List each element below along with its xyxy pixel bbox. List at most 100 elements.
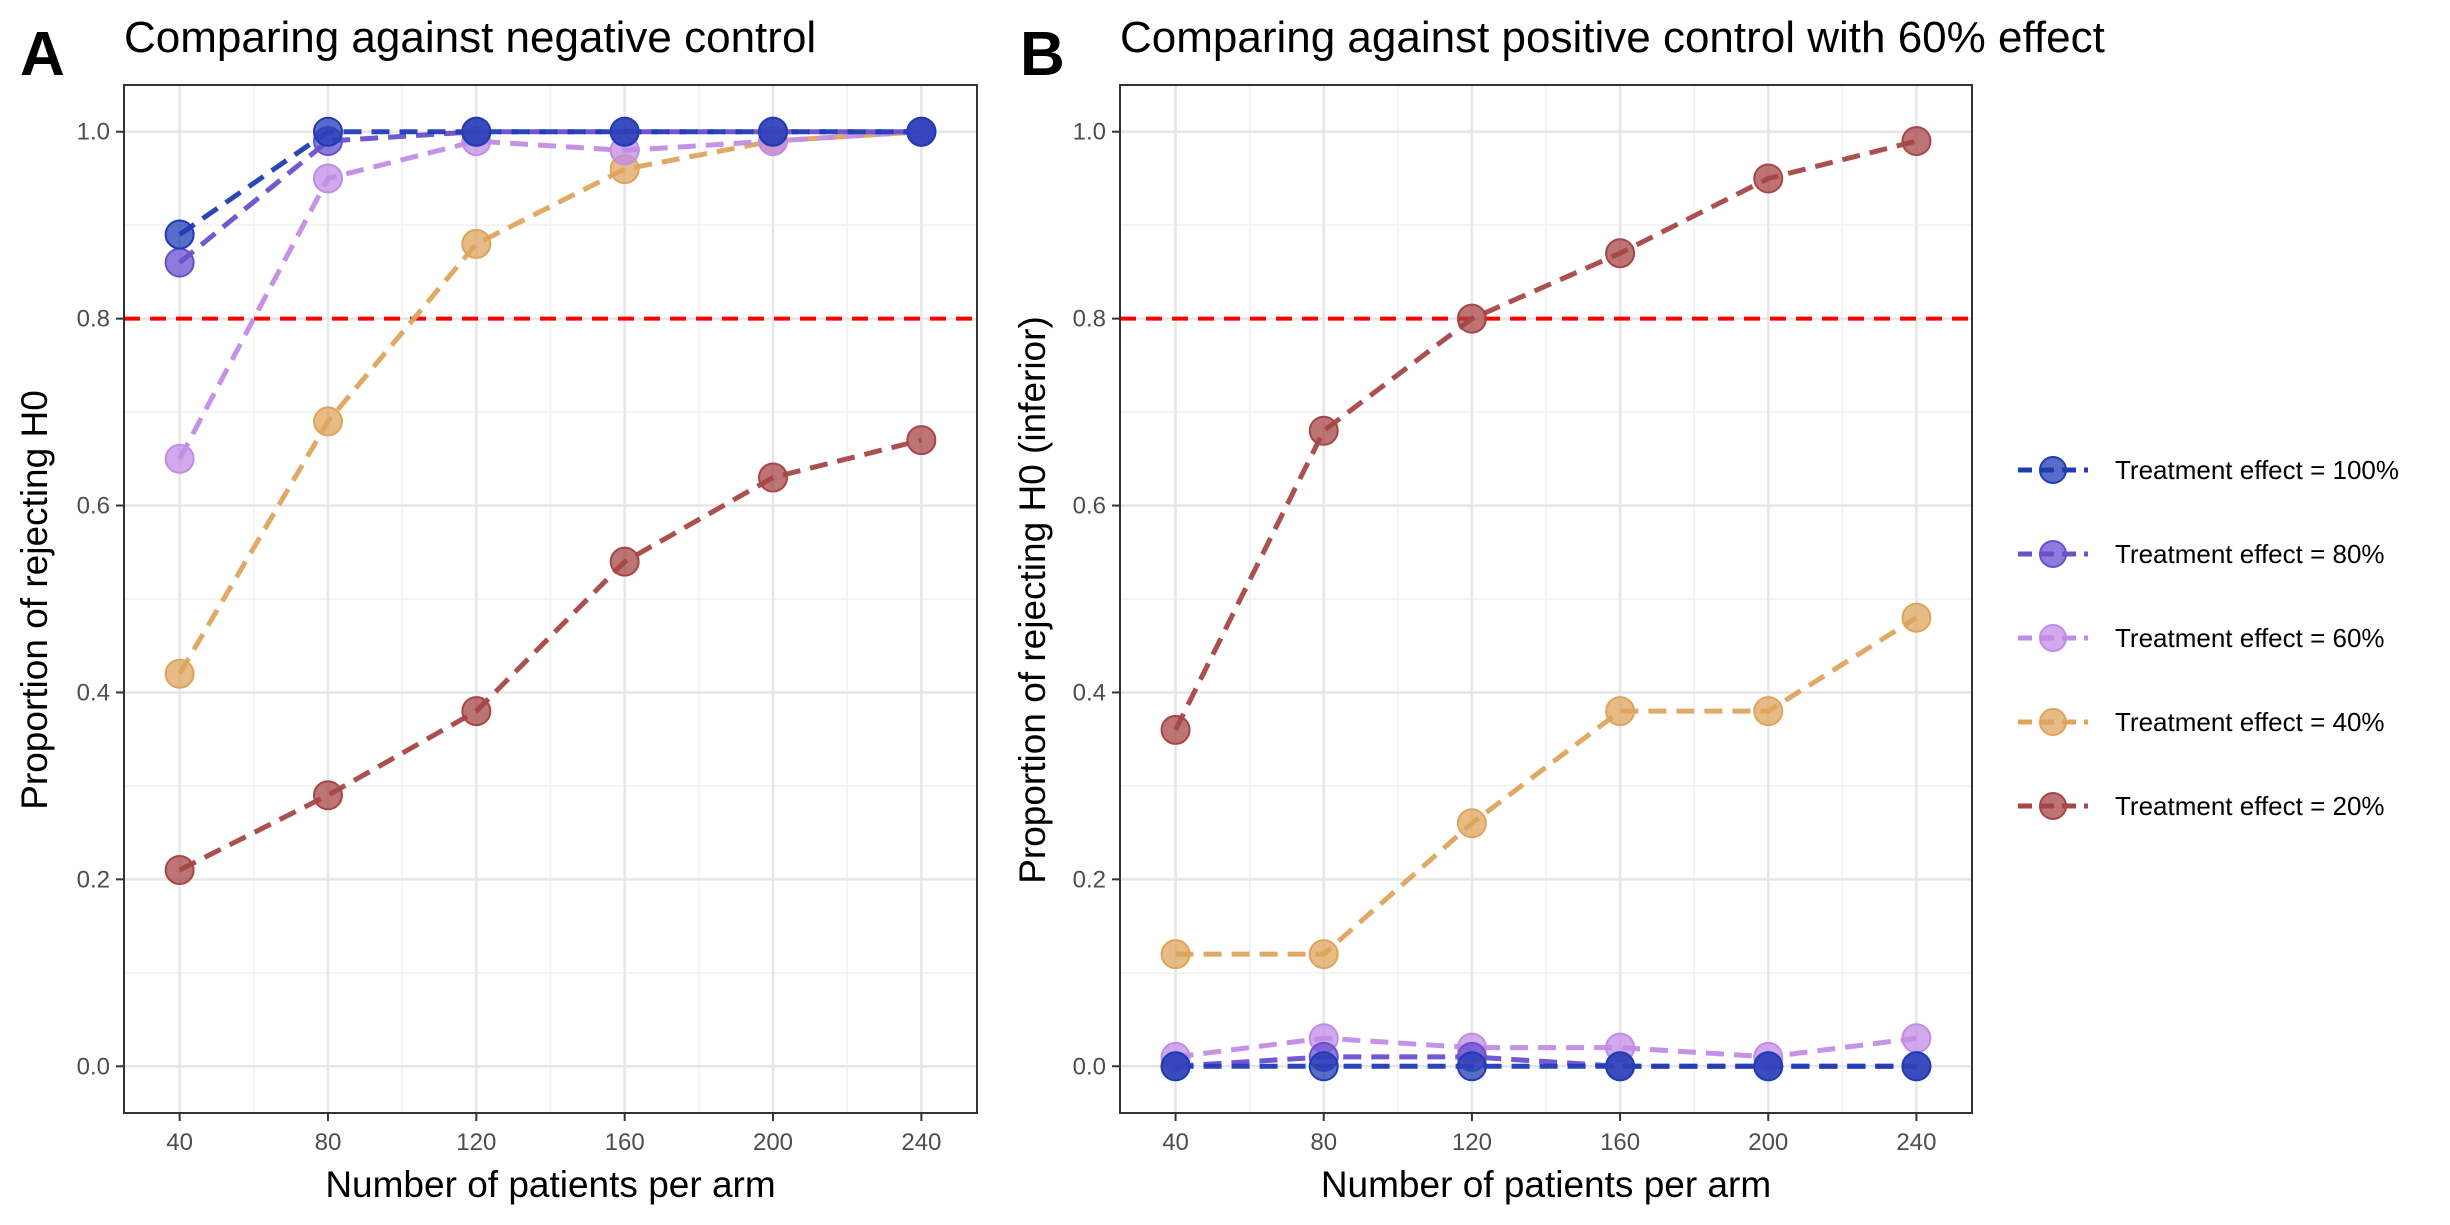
data-point [312, 163, 343, 194]
x-tick-label: 80 [1310, 1129, 1337, 1156]
panel-a-series [164, 116, 937, 886]
legend-item: Treatment effect = 40% [2018, 707, 2385, 737]
panel-b-x-ticks: 40 80 120 160 200 240 [1162, 1113, 1936, 1156]
panel-a-grid [124, 85, 977, 1113]
legend-label: Treatment effect = 80% [2115, 539, 2385, 569]
series-line [1175, 615, 1918, 957]
y-tick-label: 0.0 [1073, 1053, 1106, 1080]
panel-a-x-axis-title: Number of patients per arm [325, 1164, 775, 1205]
legend-marker [2039, 624, 2067, 652]
series-line [1175, 1035, 1917, 1060]
legend-label: Treatment effect = 100% [2115, 455, 2399, 485]
panel-b-title: Comparing against positive control with … [1120, 13, 2105, 62]
x-tick-label: 200 [1748, 1129, 1788, 1156]
series-line [178, 129, 922, 237]
series-line [1173, 138, 1918, 731]
y-tick-label: 0.6 [77, 493, 110, 520]
y-tick-label: 0.8 [77, 306, 110, 333]
legend-item: Treatment effect = 80% [2018, 539, 2385, 569]
data-point [1308, 939, 1339, 970]
x-tick-label: 160 [1600, 1129, 1640, 1156]
panel-a-x-ticks: 40 80 120 160 200 240 [166, 1113, 941, 1156]
data-point [461, 228, 492, 259]
x-tick-label: 40 [166, 1129, 193, 1156]
data-point [312, 406, 343, 437]
panel-b-series [1160, 126, 1932, 1082]
data-point [1308, 1051, 1339, 1082]
legend-label: Treatment effect = 40% [2115, 707, 2385, 737]
data-point [906, 425, 937, 456]
legend-marker [2039, 540, 2067, 568]
panel-b-frame [1119, 84, 1973, 1114]
legend-item: Treatment effect = 100% [2018, 455, 2399, 485]
data-point [1605, 696, 1636, 727]
data-point [164, 855, 195, 886]
data-point [1605, 1051, 1636, 1082]
panel-a-frame [123, 84, 978, 1114]
y-tick-label: 0.6 [1073, 493, 1106, 520]
data-point [1753, 1051, 1784, 1082]
legend-marker [2039, 792, 2067, 820]
data-point [1456, 303, 1487, 334]
panel-b: B Comparing against positive control wit… [1012, 13, 2105, 1205]
panel-b-tag: B [1020, 20, 1065, 89]
legend: Treatment effect = 100% Treatment effect … [2018, 455, 2399, 821]
legend-marker [2039, 708, 2067, 736]
x-tick-label: 200 [753, 1129, 793, 1156]
y-tick-label: 0.2 [1073, 866, 1106, 893]
data-point [609, 116, 640, 147]
data-point [1901, 126, 1932, 157]
data-point [312, 780, 343, 811]
data-point [164, 443, 195, 474]
data-point [1753, 696, 1784, 727]
legend-item: Treatment effect = 20% [2018, 791, 2385, 821]
y-tick-label: 0.2 [77, 866, 110, 893]
panel-a-y-ticks: 0.0 0.2 0.4 0.6 0.8 1.0 [77, 119, 124, 1080]
y-tick-label: 0.0 [77, 1053, 110, 1080]
x-tick-label: 120 [1452, 1129, 1492, 1156]
data-point [164, 247, 195, 278]
data-point [758, 116, 789, 147]
x-tick-label: 120 [456, 1129, 496, 1156]
legend-label: Treatment effect = 20% [2115, 791, 2385, 821]
x-tick-label: 240 [1896, 1129, 1936, 1156]
data-point [1160, 939, 1191, 970]
panel-b-y-ticks: 0.0 0.2 0.4 0.6 0.8 1.0 [1073, 119, 1120, 1080]
x-tick-label: 80 [315, 1129, 342, 1156]
data-point [1456, 1051, 1487, 1082]
data-point [1901, 1023, 1932, 1054]
panel-b-y-axis-title: Proportion of rejecting H0 (inferior) [1012, 316, 1053, 884]
data-point [758, 462, 789, 493]
y-tick-label: 0.8 [1073, 306, 1106, 333]
panel-a: A Comparing against negative control 0.0… [14, 13, 978, 1205]
data-point [1753, 163, 1784, 194]
data-point [1901, 1051, 1932, 1082]
panel-a-title: Comparing against negative control [124, 13, 816, 62]
y-tick-label: 0.4 [1073, 679, 1106, 706]
data-point [1160, 1051, 1191, 1082]
series-line [178, 437, 922, 873]
data-point [1605, 238, 1636, 269]
data-point [164, 219, 195, 250]
x-tick-label: 240 [901, 1129, 941, 1156]
panel-b-x-axis-title: Number of patients per arm [1321, 1164, 1771, 1205]
legend-marker [2039, 456, 2067, 484]
y-tick-label: 1.0 [77, 119, 110, 146]
data-point [609, 546, 640, 577]
panel-b-grid [1120, 85, 1972, 1113]
data-point [461, 696, 492, 727]
legend-item: Treatment effect = 60% [2018, 623, 2385, 653]
data-point [1160, 714, 1191, 745]
panel-a-y-axis-title: Proportion of rejecting H0 [14, 390, 55, 810]
data-point [461, 116, 492, 147]
x-tick-label: 40 [1162, 1129, 1189, 1156]
data-point [906, 116, 937, 147]
panel-a-tag: A [20, 20, 65, 89]
x-tick-label: 160 [605, 1129, 645, 1156]
y-tick-label: 0.4 [77, 679, 110, 706]
legend-label: Treatment effect = 60% [2115, 623, 2385, 653]
data-point [1456, 808, 1487, 839]
series-line [177, 129, 922, 460]
data-point [1308, 415, 1339, 446]
